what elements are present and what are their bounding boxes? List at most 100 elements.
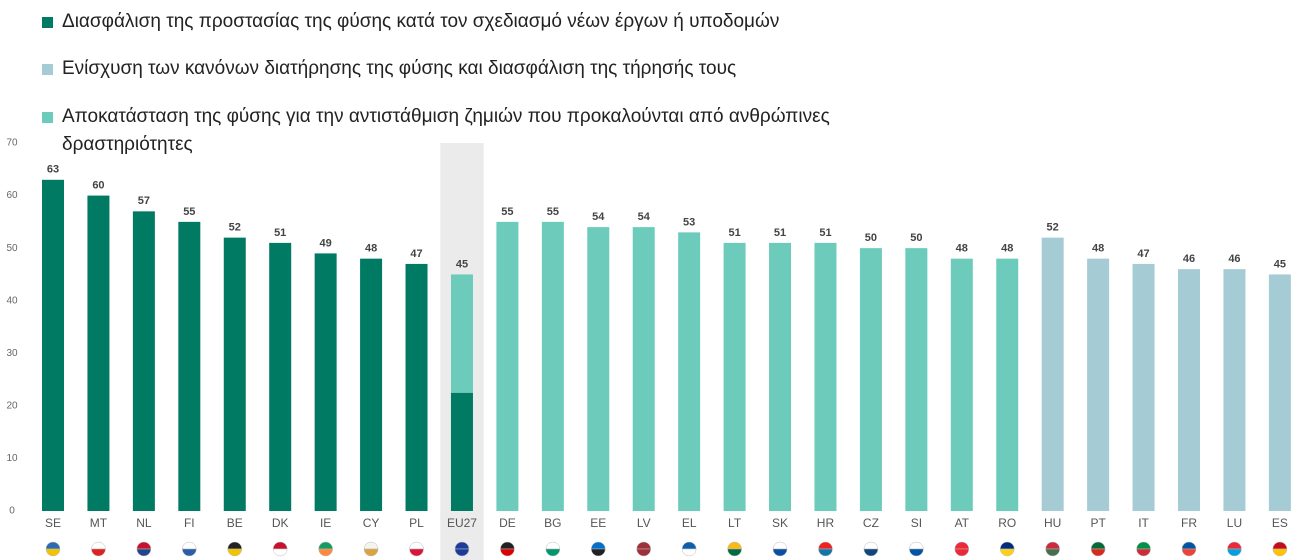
value-label: 57 — [138, 195, 150, 207]
value-label: 50 — [910, 232, 922, 244]
flag-icon — [863, 548, 879, 557]
y-tick-label: 30 — [6, 348, 18, 359]
bar — [1087, 258, 1110, 511]
value-label: 48 — [365, 243, 377, 255]
flag-icon — [1227, 548, 1242, 557]
x-tick-label: BE — [227, 516, 243, 530]
value-label: 48 — [1092, 243, 1104, 255]
flag-icon — [182, 548, 197, 557]
flag-icon — [1136, 541, 1151, 550]
bar — [314, 253, 337, 511]
flag-icon — [1045, 548, 1060, 557]
bar — [496, 221, 519, 511]
value-label: 63 — [47, 164, 59, 176]
x-tick-label: HU — [1044, 516, 1061, 530]
x-tick-label: NL — [136, 516, 152, 530]
value-label: 54 — [638, 211, 651, 223]
y-tick-label: 0 — [9, 506, 15, 517]
bar — [42, 179, 64, 512]
flag-icon — [272, 548, 288, 557]
bar — [1223, 269, 1246, 511]
bar — [859, 248, 882, 511]
flag-icon — [591, 541, 606, 550]
bar — [950, 258, 973, 511]
bar — [587, 227, 610, 511]
flag-icon — [409, 548, 424, 557]
y-tick-label: 40 — [6, 295, 18, 306]
bar — [87, 195, 110, 512]
bar — [632, 227, 655, 511]
x-tick-label: BG — [544, 516, 561, 530]
x-tick-label: SE — [45, 516, 61, 530]
x-tick-label: DK — [272, 516, 289, 530]
bar — [360, 258, 383, 511]
total-label: 45 — [456, 258, 468, 270]
x-tick-label: PT — [1090, 516, 1106, 530]
flag-icon — [45, 548, 61, 557]
flag-icon — [818, 541, 833, 550]
flag-icon — [1181, 548, 1197, 557]
flag-icon — [454, 548, 470, 557]
flag-icon — [727, 541, 742, 550]
bar — [1178, 269, 1200, 511]
value-label: 55 — [183, 206, 195, 218]
flag-icon — [227, 541, 243, 550]
flag-icon — [636, 548, 651, 557]
flag-icon — [1045, 541, 1060, 550]
bar — [814, 242, 837, 511]
value-label: 52 — [1047, 222, 1059, 234]
bar — [450, 392, 473, 511]
y-tick-label: 50 — [6, 243, 18, 254]
legend-label: Ενίσχυση των κανόνων διατήρησης της φύση… — [62, 58, 737, 79]
x-tick-label: IT — [1138, 516, 1149, 530]
x-tick-label: LV — [637, 516, 651, 530]
flag-icon — [272, 541, 288, 550]
bar — [1132, 263, 1155, 511]
bar — [178, 221, 201, 511]
x-tick-label: FR — [1181, 516, 1197, 530]
flag-icon — [727, 548, 742, 557]
x-tick-label: LT — [728, 516, 742, 530]
flag-icon — [1090, 541, 1106, 550]
bar — [269, 242, 292, 511]
flag-icon — [1272, 541, 1288, 550]
flag-icon — [318, 548, 333, 557]
flag-icon — [772, 548, 788, 557]
flag-icon — [591, 548, 606, 557]
legend-swatch — [42, 17, 53, 28]
flag-icon — [182, 541, 197, 550]
flag-icon — [136, 541, 152, 550]
bar — [769, 242, 792, 511]
bar — [723, 242, 746, 511]
flag-icon — [1272, 548, 1288, 557]
value-label: 51 — [274, 227, 286, 239]
value-label: 48 — [1001, 243, 1013, 255]
flag-icon — [909, 548, 924, 557]
value-label: 54 — [592, 211, 605, 223]
flag-icon — [772, 541, 788, 550]
bar — [132, 211, 155, 512]
x-tick-label: ES — [1272, 516, 1288, 530]
value-label: 53 — [683, 216, 695, 228]
x-tick-label: EU27 — [447, 516, 477, 530]
flag-icon — [1136, 548, 1151, 557]
y-tick-label: 10 — [6, 453, 18, 464]
x-tick-label: PL — [409, 516, 424, 530]
flag-icon — [500, 541, 515, 550]
value-label: 51 — [774, 227, 786, 239]
flag-icon — [409, 541, 424, 550]
x-tick-label: CZ — [863, 516, 879, 530]
x-tick-label: EL — [682, 516, 697, 530]
value-label: 48 — [956, 243, 968, 255]
value-label: 47 — [410, 248, 422, 260]
flag-icon — [1227, 541, 1242, 550]
bar — [223, 237, 246, 511]
flag-icon — [454, 541, 470, 550]
value-label: 49 — [320, 237, 332, 249]
flag-icon — [681, 541, 697, 550]
flag-icon — [1181, 541, 1197, 550]
flag-icon — [363, 548, 379, 557]
flag-icon — [363, 541, 379, 550]
flag-icon — [136, 548, 152, 557]
flag-icon — [954, 548, 970, 557]
